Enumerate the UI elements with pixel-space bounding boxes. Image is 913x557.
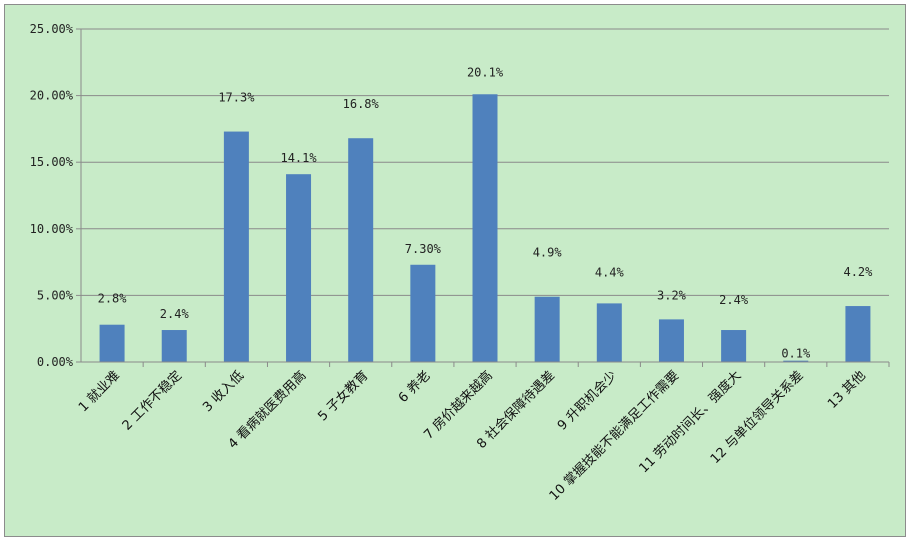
category-label: 9 升职机会少 <box>555 368 620 433</box>
bar <box>721 330 747 362</box>
chart-container: 0.00% 5.00% 10.00% 15.00% 20.00% 25.00% 2.8% 2… <box>4 4 906 537</box>
category-label: 11 劳动时间长、强度大 <box>636 368 745 477</box>
bar <box>472 94 498 362</box>
y-axis-ticks: 0.00% 5.00% 10.00% 15.00% 20.00% 25.00% <box>30 22 81 369</box>
data-label: 3.2% <box>657 288 687 302</box>
y-tick-label: 15.00% <box>30 155 74 169</box>
bar <box>596 303 622 362</box>
category-label: 10 掌握技能不能满足工作需要 <box>547 368 683 504</box>
bar <box>161 330 187 362</box>
data-label: 0.1% <box>781 347 811 361</box>
bar <box>783 360 809 362</box>
bar <box>99 324 125 362</box>
bar <box>223 131 249 362</box>
bar <box>286 174 312 362</box>
data-label: 2.4% <box>160 307 190 321</box>
data-label: 4.9% <box>533 246 563 260</box>
data-label: 4.2% <box>843 265 873 279</box>
data-label: 2.8% <box>98 292 128 306</box>
category-label: 5 子女教育 <box>315 368 372 425</box>
y-tick-label: 5.00% <box>37 288 74 302</box>
bar <box>410 264 436 362</box>
data-label: 4.4% <box>595 265 625 279</box>
category-label: 6 养老 <box>395 368 433 406</box>
data-label: 20.1% <box>467 65 504 79</box>
category-label: 3 收入低 <box>200 368 247 415</box>
bar <box>658 319 684 362</box>
bar <box>534 296 560 362</box>
y-tick-label: 25.00% <box>30 22 74 36</box>
data-label: 7.30% <box>405 242 442 256</box>
data-labels: 2.8% 2.4% 17.3% 14.1% 16.8% 7.30% 20.1% 4.9% 4.4… <box>98 65 874 360</box>
data-label: 16.8% <box>343 97 380 111</box>
y-tick-label: 10.00% <box>30 222 74 236</box>
data-label: 2.4% <box>719 293 749 307</box>
bars <box>99 94 871 362</box>
bar <box>845 306 871 362</box>
bar-chart: 0.00%5.00%10.00%15.00%20.00%25.00% 2.8%2… <box>30 22 890 504</box>
bar <box>348 138 374 362</box>
y-tick-label: 0.00% <box>37 355 74 369</box>
y-tick-label: 20.00% <box>30 89 74 103</box>
data-label: 14.1% <box>280 151 317 165</box>
data-label: 17.3% <box>218 91 255 105</box>
category-label: 1 就业难 <box>76 368 123 415</box>
category-label: 2 工作不稳定 <box>119 368 185 434</box>
category-label: 13 其他 <box>825 368 869 412</box>
